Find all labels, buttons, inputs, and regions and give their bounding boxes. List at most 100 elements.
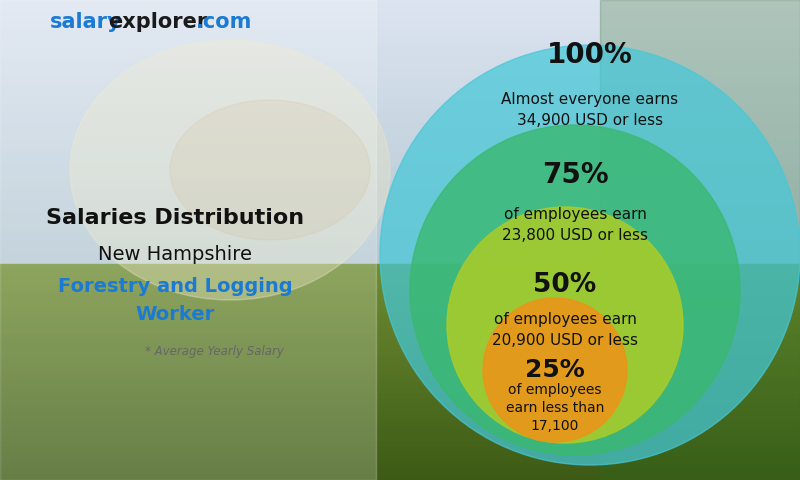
Bar [0,264,800,269]
Bar [0,255,800,260]
Bar [0,44,800,48]
Text: Salaries Distribution: Salaries Distribution [46,208,304,228]
Text: Forestry and Logging
Worker: Forestry and Logging Worker [58,276,292,324]
Circle shape [380,45,800,465]
Bar [0,367,800,372]
Bar [0,329,800,334]
Text: 50%: 50% [534,272,597,298]
Bar [0,106,800,110]
Bar [0,286,800,291]
Bar [0,128,800,132]
Bar [0,345,800,350]
Text: of employees earn
23,800 USD or less: of employees earn 23,800 USD or less [502,207,648,243]
Bar [0,110,800,114]
Bar [0,167,800,172]
Bar [0,145,800,150]
Bar [0,185,800,189]
Bar [0,246,800,251]
Bar [0,251,800,255]
Bar [0,61,800,66]
Bar [0,296,800,302]
Bar [0,269,800,275]
Bar [0,207,800,211]
Bar [0,475,800,480]
Ellipse shape [70,40,390,300]
Bar [0,35,800,40]
Bar [0,154,800,158]
Bar [0,71,800,75]
Circle shape [447,207,683,443]
Bar [0,9,800,13]
Bar [0,57,800,61]
Text: * Average Yearly Salary: * Average Yearly Salary [145,346,284,359]
Bar [0,432,800,437]
Bar [0,458,800,464]
Bar [0,216,800,220]
Bar [0,225,800,229]
Bar [0,132,800,136]
Bar [0,0,800,4]
Bar [0,356,800,361]
Bar [0,361,800,367]
Bar [0,176,800,180]
Bar [0,114,800,119]
Bar [0,18,800,22]
Bar [0,229,800,233]
Bar [0,437,800,442]
Bar [0,442,800,448]
Circle shape [483,298,627,442]
Bar [0,324,800,329]
Text: salary: salary [50,12,122,32]
Text: 100%: 100% [547,41,633,69]
Bar [0,426,800,432]
Bar [0,84,800,88]
Bar [0,211,800,216]
Bar [0,75,800,79]
Bar [0,448,800,453]
Text: .com: .com [196,12,252,32]
Bar [0,180,800,185]
Bar [0,394,800,399]
Text: New Hampshire: New Hampshire [98,245,252,264]
Bar [0,53,800,57]
Bar [0,350,800,356]
Bar [0,238,800,242]
Bar [0,136,800,141]
Bar [0,372,800,377]
Bar [0,275,800,280]
Bar [0,415,800,420]
Bar [0,469,800,475]
Bar [0,334,800,340]
Bar [0,150,800,154]
Bar [0,220,800,225]
Bar [600,0,800,480]
Bar [0,399,800,404]
Bar [0,40,800,44]
Bar [0,318,800,324]
Bar [0,22,800,26]
Text: 25%: 25% [525,358,585,382]
Bar [0,31,800,35]
Bar [0,0,376,480]
Bar [0,291,800,296]
Bar [0,312,800,318]
Bar [0,453,800,458]
Bar [0,4,800,9]
Bar [0,377,800,383]
Bar [0,13,800,18]
Text: 75%: 75% [542,161,608,189]
Bar [0,26,800,31]
Bar [0,163,800,167]
Bar [0,464,800,469]
Bar [0,340,800,345]
Ellipse shape [170,100,370,240]
Bar [0,79,800,84]
Bar [0,410,800,415]
Bar [0,141,800,145]
Bar [0,280,800,286]
Bar [0,189,800,193]
Bar [0,158,800,163]
Bar [0,48,800,53]
Text: explorer: explorer [108,12,207,32]
Bar [0,203,800,207]
